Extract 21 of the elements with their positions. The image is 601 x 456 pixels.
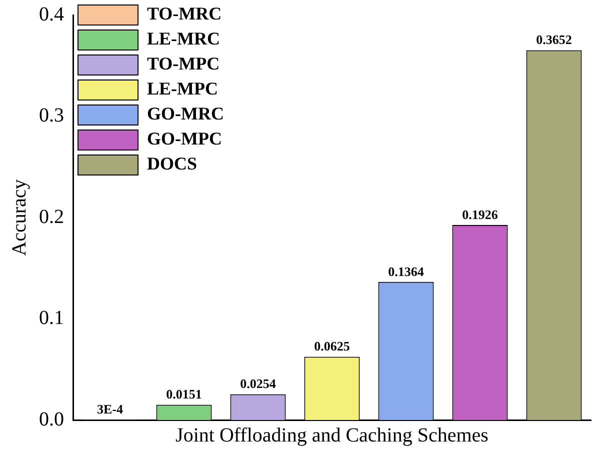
x-axis-title: Joint Offloading and Caching Schemes <box>176 424 489 446</box>
legend-label: GO-MPC <box>147 128 222 149</box>
data-label: 0.1926 <box>462 206 498 222</box>
y-tick-label: 0.0 <box>39 408 64 430</box>
data-label: 0.0254 <box>240 376 276 392</box>
legend-label: TO-MRC <box>147 4 222 24</box>
data-label: 0.0151 <box>166 386 202 402</box>
legend-label: GO-MRC <box>147 104 224 124</box>
data-label: 3E-4 <box>97 402 124 417</box>
legend-label: LE-MRC <box>147 28 220 49</box>
y-axis-title: Accuracy <box>8 179 30 256</box>
legend-label: DOCS <box>147 154 198 174</box>
legend-label: LE-MPC <box>147 78 218 99</box>
data-label: 0.3652 <box>536 32 572 48</box>
data-label: 0.1364 <box>388 264 424 279</box>
y-tick-label: 0.1 <box>39 307 64 329</box>
legend-label: TO-MPC <box>147 54 220 74</box>
y-tick-label: 0.4 <box>39 3 64 26</box>
y-tick-label: 0.2 <box>39 206 64 228</box>
y-tick-label: 0.3 <box>39 104 64 126</box>
data-label: 0.0625 <box>314 338 350 354</box>
